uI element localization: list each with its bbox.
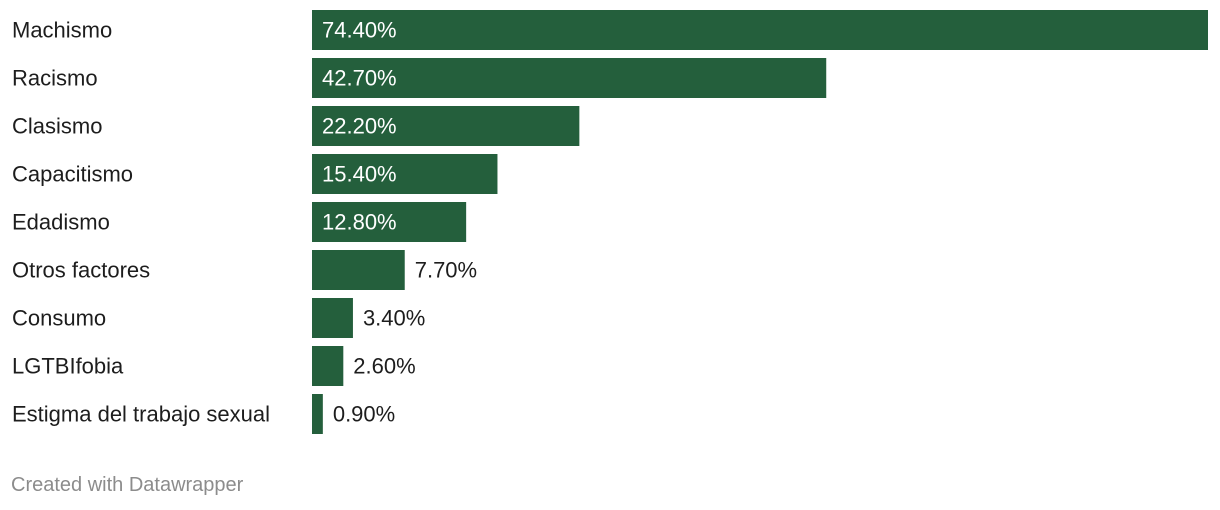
- value-label: 42.70%: [322, 66, 397, 91]
- bar: [312, 346, 344, 386]
- value-label: 0.90%: [333, 402, 395, 427]
- value-label: 2.60%: [353, 354, 415, 379]
- bar: [312, 106, 580, 146]
- bar: [312, 10, 1208, 50]
- category-label: Consumo: [12, 306, 106, 331]
- bar: [312, 298, 353, 338]
- bar-chart: Machismo 74.40% Racismo 42.70% Clasismo 22.20…: [12, 10, 1208, 434]
- category-label: Otros factores: [12, 258, 150, 283]
- bar: [312, 250, 405, 290]
- bar: [312, 202, 467, 242]
- category-label: Clasismo: [12, 114, 102, 139]
- bar: [312, 58, 827, 98]
- value-label: 74.40%: [322, 18, 397, 43]
- value-label: 3.40%: [363, 306, 425, 331]
- value-label: 22.20%: [322, 114, 397, 139]
- category-label: Estigma del trabajo sexual: [12, 402, 270, 427]
- bar: [312, 394, 323, 434]
- credit-text: Created with Datawrapper: [11, 474, 244, 496]
- value-label: 7.70%: [415, 258, 477, 283]
- category-label: Edadismo: [12, 210, 110, 235]
- bar: [312, 154, 498, 194]
- category-label: Machismo: [12, 18, 112, 43]
- category-label: Racismo: [12, 66, 98, 91]
- category-label: LGTBIfobia: [12, 354, 124, 379]
- category-label: Capacitismo: [12, 162, 133, 187]
- value-label: 15.40%: [322, 162, 397, 187]
- value-label: 12.80%: [322, 210, 397, 235]
